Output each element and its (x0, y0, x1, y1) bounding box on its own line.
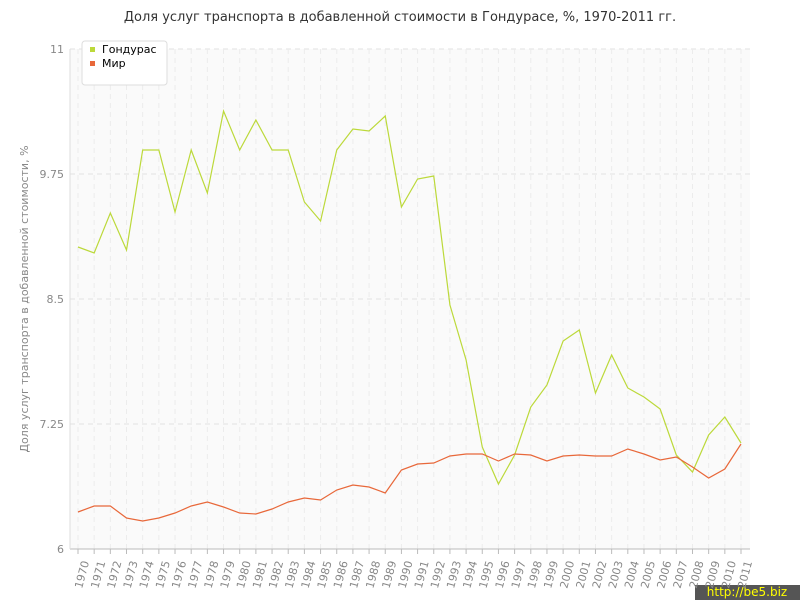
y-tick-label: 9.75 (40, 168, 65, 181)
series-line (77, 443, 742, 522)
watermark-bg (695, 585, 800, 600)
legend-label: Гондурас (102, 43, 157, 56)
watermark: http://be5.biz (707, 585, 787, 599)
y-axis-label: Доля услуг транспорта в добавленной стои… (18, 145, 31, 452)
y-tick-label: 7.25 (40, 418, 65, 431)
y-tick-label: 6 (57, 543, 64, 556)
series-line (77, 108, 742, 486)
legend-swatch (90, 61, 95, 66)
legend-box (81, 40, 168, 86)
legend-label: Мир (102, 57, 126, 70)
legend-swatch (90, 47, 95, 52)
plot-area (70, 49, 750, 549)
y-tick-label: 11 (50, 43, 64, 56)
chart-title: Доля услуг транспорта в добавленной стои… (124, 10, 676, 25)
y-tick-label: 8.5 (47, 293, 65, 306)
